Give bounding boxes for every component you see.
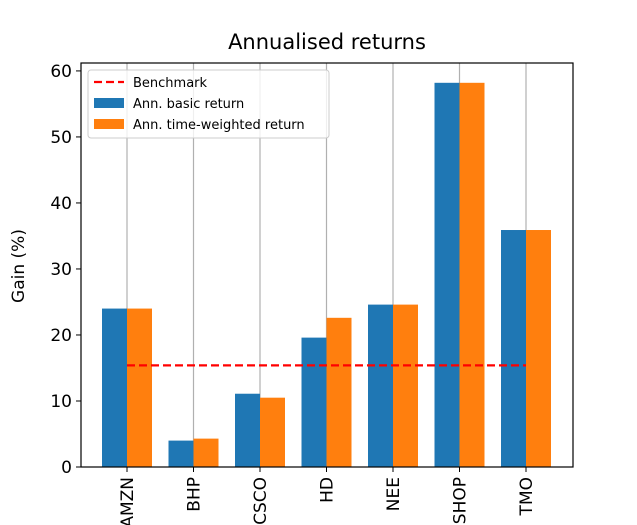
x-tick-label: HD [318, 477, 338, 503]
legend-box [87, 69, 330, 139]
chart-title: Annualised returns [228, 30, 426, 54]
y-tick-label: 40 [50, 194, 72, 214]
bar-csco-basic [235, 393, 260, 467]
legend-benchmark-label: Benchmark [133, 76, 208, 91]
legend-series-swatch [94, 119, 124, 129]
bar-tmo-basic [501, 230, 526, 467]
legend-series-label: Ann. basic return [133, 97, 244, 112]
bar-shop-time-weighted [459, 82, 485, 467]
legend-series-label: Ann. time-weighted return [133, 118, 305, 133]
x-tick-label: BHP [185, 477, 205, 512]
bars-layer [102, 82, 551, 467]
bar-csco-time-weighted [260, 397, 285, 467]
y-tick-label: 20 [50, 326, 72, 346]
bar-shop-basic [434, 82, 460, 467]
x-tick-label: AMZN [118, 477, 138, 525]
bar-nee-basic [368, 304, 393, 467]
y-ticks: 0 10 20 30 40 50 60 [50, 62, 81, 478]
y-tick-label: 30 [50, 260, 72, 280]
bar-tmo-time-weighted [526, 230, 551, 467]
x-tick-label: NEE [384, 477, 404, 511]
bar-bhp-basic [168, 440, 194, 467]
x-tick-label: SHOP [451, 477, 471, 524]
y-tick-label: 50 [50, 128, 72, 148]
bar-amzn-basic [102, 308, 127, 467]
y-axis-label: Gain (%) [9, 229, 29, 303]
x-tick-label: TMO [517, 477, 537, 516]
bar-amzn-time-weighted [127, 308, 152, 467]
y-tick-label: 10 [50, 392, 72, 412]
x-ticks: AMZN BHP CSCO HD NEE SHOP TMO [118, 467, 537, 525]
y-tick-label: 0 [61, 458, 72, 478]
legend: Benchmark Ann. basic return Ann. time-weig… [87, 69, 330, 139]
x-tick-label: CSCO [251, 477, 271, 525]
y-tick-label: 60 [50, 62, 72, 82]
bar-bhp-time-weighted [193, 438, 219, 467]
bar-nee-time-weighted [393, 304, 418, 467]
legend-series-swatch [94, 98, 124, 108]
bar-hd-time-weighted [326, 317, 352, 467]
bar-hd-basic [301, 337, 327, 467]
